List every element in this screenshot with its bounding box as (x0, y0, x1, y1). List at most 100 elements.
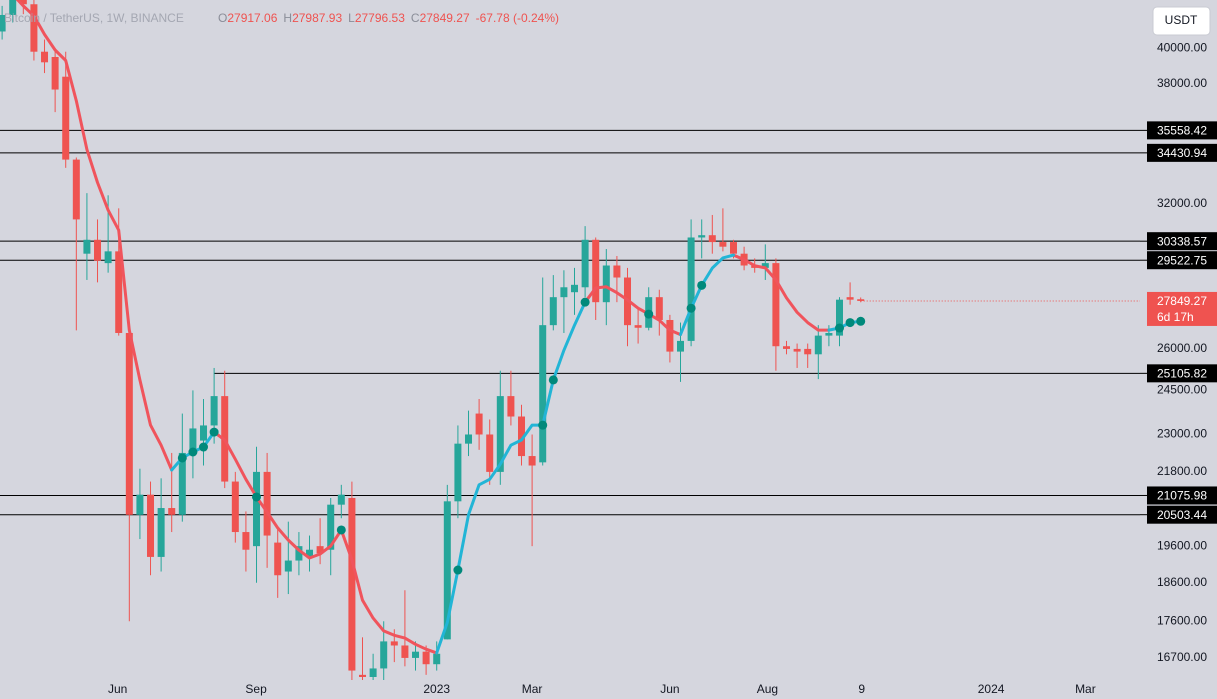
indicator-dot (644, 309, 654, 319)
level-label: 20503.44 (1157, 508, 1207, 522)
symbol-title: Bitcoin / TetherUS, 1W, BINANCE (4, 11, 184, 25)
level-label: 25105.82 (1157, 367, 1207, 381)
y-tick-label: 40000.00 (1157, 40, 1207, 54)
indicator-dot (199, 442, 209, 452)
candle-body (83, 239, 91, 254)
level-label-bg (1147, 364, 1217, 383)
candle-body (94, 239, 102, 261)
candle-body (136, 494, 144, 515)
candle-body (210, 396, 218, 426)
candle-body (528, 456, 536, 466)
candle-body (592, 239, 600, 303)
x-tick-label: Sep (245, 682, 267, 696)
x-tick-label: Mar (522, 682, 543, 696)
y-tick-label: 21800.00 (1157, 464, 1207, 478)
candle-body (549, 297, 557, 326)
candle-body (125, 332, 133, 515)
indicator-dot (686, 303, 696, 313)
candle-body (200, 425, 208, 441)
level-label-bg (1147, 486, 1217, 505)
candle-body (475, 413, 483, 435)
candle-body (634, 325, 642, 328)
candle-body (814, 335, 822, 355)
ohlc-value: 27987.93 (292, 11, 342, 25)
candle-body (857, 299, 865, 301)
level-label: 29522.75 (1157, 253, 1207, 267)
ohlc-letter: H (283, 11, 292, 25)
indicator-dot (845, 318, 855, 328)
x-tick-label: 2023 (423, 682, 450, 696)
indicator-dot (580, 297, 590, 307)
candle-body (316, 546, 324, 554)
countdown-label: 6d 17h (1157, 310, 1194, 324)
candle-body (772, 263, 780, 347)
y-tick-label: 38000.00 (1157, 76, 1207, 90)
candle-body (390, 641, 398, 646)
candle-body (30, 4, 38, 52)
candle-body (253, 471, 261, 547)
x-tick-label: 2024 (978, 682, 1005, 696)
level-label: 35558.42 (1157, 124, 1207, 138)
candle-body (422, 651, 430, 665)
candle-body (412, 651, 420, 658)
x-tick-label: Aug (757, 682, 778, 696)
candle-body (677, 340, 685, 352)
candle-body (189, 428, 197, 453)
candle-body (274, 542, 282, 576)
candle-body (62, 76, 70, 160)
indicator-line (15, 0, 831, 655)
level-label: 21075.98 (1157, 489, 1207, 503)
level-label: 34430.94 (1157, 146, 1207, 160)
x-tick-label: Mar (1075, 682, 1096, 696)
candle-body (41, 51, 49, 63)
candle-body (284, 560, 292, 572)
currency-button[interactable]: USDT (1152, 6, 1211, 36)
candle-body (115, 251, 123, 333)
plot-area (0, 0, 1140, 680)
candle-body (518, 416, 526, 457)
axes: 40000.00 38000.00 32000.00 26000.00 24500.00… (108, 40, 1217, 696)
candle-body (306, 549, 314, 557)
header: Bitcoin / TetherUS, 1W, BINANCE O27917.0… (4, 11, 559, 25)
x-tick-label: Jun (108, 682, 127, 696)
candle-body (231, 481, 239, 533)
currency-button-bg[interactable] (1152, 6, 1211, 36)
candle-body (348, 497, 356, 671)
candle-body (454, 443, 462, 502)
candle-body (295, 546, 303, 561)
candle-body (730, 242, 738, 254)
candle-body (687, 237, 695, 341)
candle-body (380, 641, 388, 669)
candle-body (369, 668, 377, 677)
price-label-bg (1147, 291, 1217, 326)
candle-body (0, 14, 6, 32)
candle-body (560, 287, 568, 298)
candle-body (804, 348, 812, 355)
indicator-dot (252, 492, 262, 502)
ohlc-value: 27849.27 (420, 11, 470, 25)
level-label-bg (1147, 121, 1217, 140)
candle-body (9, 0, 17, 15)
candle-body (581, 239, 589, 288)
ohlc-value: 27917.06 (227, 11, 277, 25)
indicator-dot (188, 447, 198, 457)
currency-label[interactable]: USDT (1165, 13, 1198, 27)
candle-body (168, 508, 176, 515)
ohlc-letter: C (411, 11, 420, 25)
candle-body (496, 396, 504, 472)
indicator-dot (336, 525, 346, 535)
y-tick-label: 32000.00 (1157, 196, 1207, 210)
indicator-dot (209, 427, 219, 437)
candle-body (719, 242, 727, 247)
candle-body (539, 325, 547, 463)
x-tick-label: Jun (660, 682, 679, 696)
candle-body (104, 251, 112, 264)
candle-body (19, 0, 27, 5)
level-label-bg (1147, 143, 1217, 162)
price-label: 27849.27 (1157, 294, 1207, 308)
candle-body (157, 508, 165, 557)
ohlc-letter: O (218, 11, 227, 25)
